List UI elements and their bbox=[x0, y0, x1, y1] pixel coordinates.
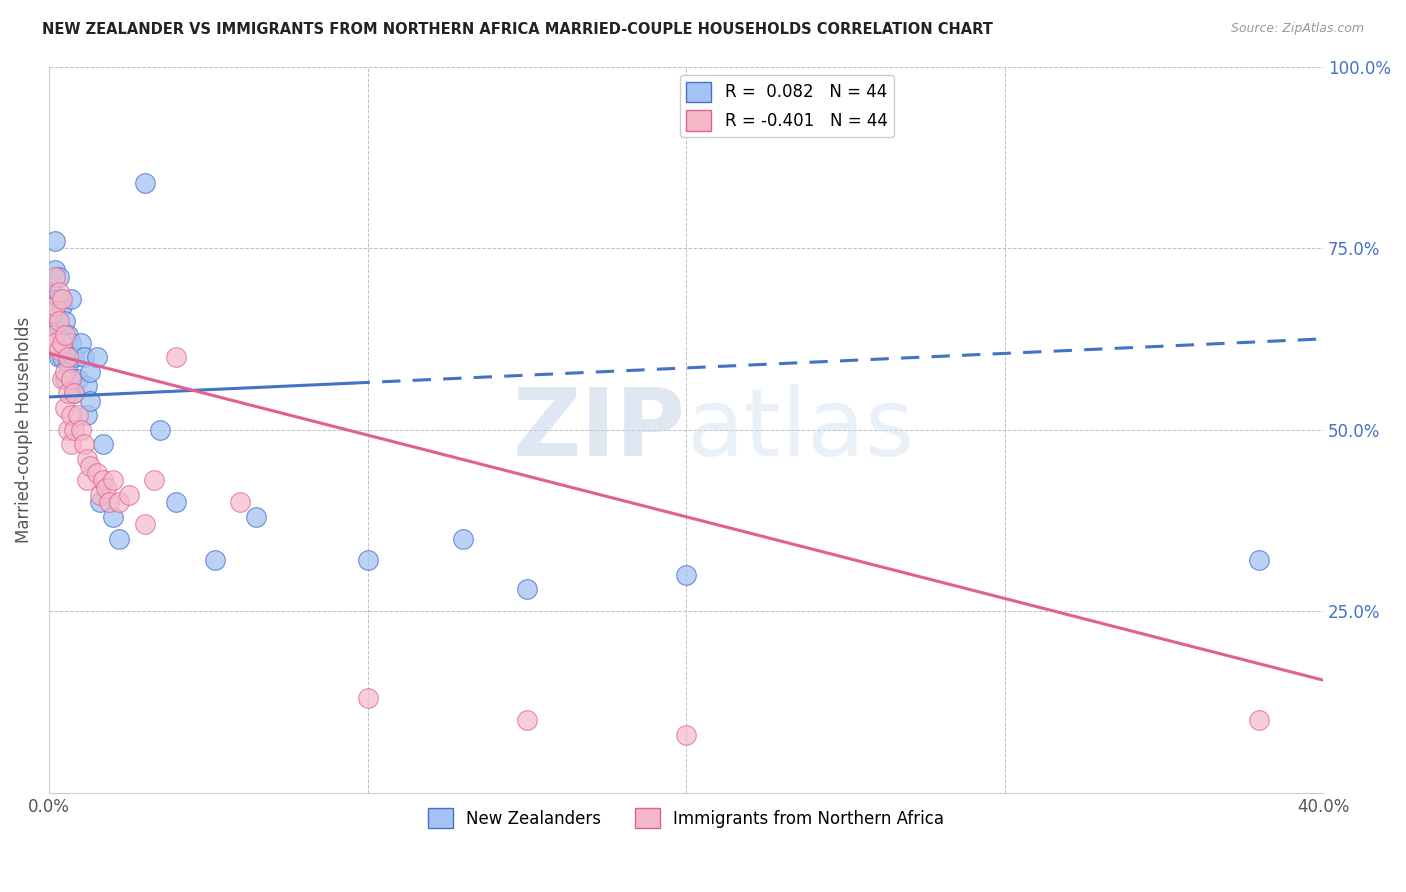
Point bbox=[56, 423, 79, 437]
Point bbox=[48, 314, 70, 328]
Y-axis label: Married-couple Households: Married-couple Households bbox=[15, 317, 32, 542]
Point bbox=[48, 343, 70, 357]
Point bbox=[56, 357, 79, 371]
Point bbox=[149, 423, 172, 437]
Point bbox=[101, 474, 124, 488]
Point bbox=[143, 474, 166, 488]
Point bbox=[516, 582, 538, 597]
Point bbox=[117, 488, 139, 502]
Point bbox=[48, 321, 70, 335]
Point bbox=[51, 292, 73, 306]
Point bbox=[76, 451, 98, 466]
Point bbox=[41, 285, 63, 299]
Point bbox=[66, 408, 89, 422]
Point bbox=[516, 713, 538, 727]
Point bbox=[48, 350, 70, 364]
Point bbox=[48, 292, 70, 306]
Point bbox=[60, 372, 83, 386]
Point bbox=[60, 335, 83, 350]
Point bbox=[79, 393, 101, 408]
Point bbox=[56, 386, 79, 401]
Point bbox=[86, 350, 108, 364]
Point bbox=[53, 401, 76, 415]
Point bbox=[51, 372, 73, 386]
Point bbox=[98, 495, 121, 509]
Point bbox=[44, 270, 66, 285]
Point bbox=[108, 532, 131, 546]
Point bbox=[53, 343, 76, 357]
Point bbox=[44, 335, 66, 350]
Point bbox=[76, 408, 98, 422]
Point bbox=[44, 263, 66, 277]
Point bbox=[675, 567, 697, 582]
Point bbox=[451, 532, 474, 546]
Point bbox=[44, 292, 66, 306]
Point bbox=[60, 437, 83, 451]
Point bbox=[204, 553, 226, 567]
Point bbox=[53, 365, 76, 379]
Point bbox=[76, 474, 98, 488]
Point bbox=[229, 495, 252, 509]
Point bbox=[73, 437, 96, 451]
Text: atlas: atlas bbox=[686, 384, 914, 475]
Point bbox=[73, 350, 96, 364]
Point bbox=[51, 350, 73, 364]
Point bbox=[69, 335, 91, 350]
Text: ZIP: ZIP bbox=[513, 384, 686, 475]
Point bbox=[165, 350, 187, 364]
Legend: New Zealanders, Immigrants from Northern Africa: New Zealanders, Immigrants from Northern… bbox=[422, 802, 950, 835]
Point bbox=[44, 299, 66, 313]
Point bbox=[63, 386, 86, 401]
Point bbox=[48, 285, 70, 299]
Point bbox=[51, 299, 73, 313]
Point bbox=[1249, 713, 1271, 727]
Point bbox=[101, 509, 124, 524]
Point bbox=[56, 350, 79, 364]
Point bbox=[165, 495, 187, 509]
Point bbox=[91, 437, 114, 451]
Point bbox=[41, 306, 63, 320]
Point bbox=[69, 423, 91, 437]
Point bbox=[134, 176, 156, 190]
Point bbox=[76, 379, 98, 393]
Point bbox=[1249, 553, 1271, 567]
Point bbox=[60, 292, 83, 306]
Point bbox=[91, 474, 114, 488]
Point bbox=[63, 423, 86, 437]
Point bbox=[134, 516, 156, 531]
Point bbox=[675, 728, 697, 742]
Point bbox=[48, 270, 70, 285]
Point bbox=[53, 372, 76, 386]
Point bbox=[60, 372, 83, 386]
Point bbox=[63, 350, 86, 364]
Point bbox=[79, 458, 101, 473]
Point bbox=[51, 328, 73, 343]
Point bbox=[44, 234, 66, 248]
Point bbox=[89, 488, 111, 502]
Point bbox=[60, 408, 83, 422]
Point bbox=[66, 372, 89, 386]
Point bbox=[245, 509, 267, 524]
Point bbox=[356, 691, 378, 706]
Point bbox=[96, 481, 118, 495]
Point bbox=[89, 495, 111, 509]
Point bbox=[51, 335, 73, 350]
Point bbox=[79, 365, 101, 379]
Point bbox=[86, 466, 108, 480]
Text: Source: ZipAtlas.com: Source: ZipAtlas.com bbox=[1230, 22, 1364, 36]
Point bbox=[41, 328, 63, 343]
Point bbox=[53, 328, 76, 343]
Text: NEW ZEALANDER VS IMMIGRANTS FROM NORTHERN AFRICA MARRIED-COUPLE HOUSEHOLDS CORRE: NEW ZEALANDER VS IMMIGRANTS FROM NORTHER… bbox=[42, 22, 993, 37]
Point bbox=[108, 495, 131, 509]
Point bbox=[63, 386, 86, 401]
Point bbox=[53, 314, 76, 328]
Point bbox=[41, 306, 63, 320]
Point bbox=[356, 553, 378, 567]
Point bbox=[56, 328, 79, 343]
